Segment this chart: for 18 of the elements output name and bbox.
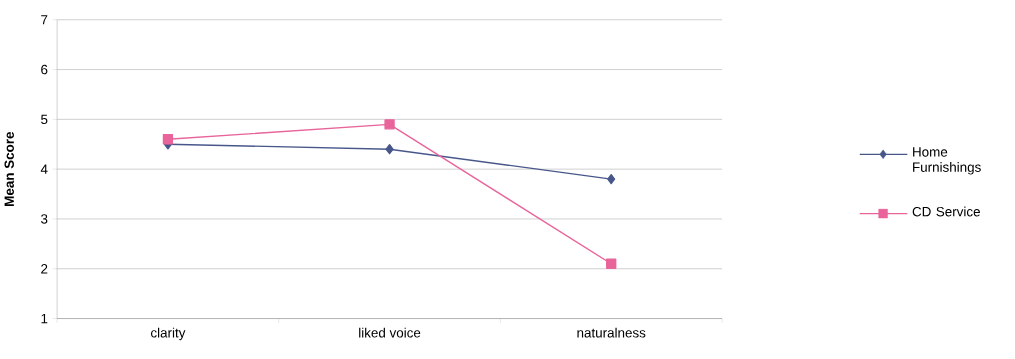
y-tick-label: 1 (41, 313, 48, 324)
y-tick-label: 7 (41, 15, 48, 25)
x-tick-label: naturalness (577, 327, 646, 338)
y-tick-label: 2 (41, 264, 48, 274)
y-tick-label: 3 (41, 214, 48, 224)
y-axis-title: Mean Score (4, 132, 14, 206)
x-tick-label: clarity (150, 327, 186, 341)
point (607, 173, 616, 185)
point (162, 134, 174, 145)
legend-label: CD Service (912, 206, 980, 217)
x-tick-label: liked voice (359, 327, 421, 338)
point (384, 119, 395, 130)
point (606, 258, 617, 269)
y-tick-label: 4 (40, 164, 48, 174)
point (385, 144, 394, 155)
legend-label: Home Furnishings (913, 147, 981, 175)
y-tick-label: 5 (41, 114, 48, 125)
y-tick-label: 6 (41, 64, 48, 75)
